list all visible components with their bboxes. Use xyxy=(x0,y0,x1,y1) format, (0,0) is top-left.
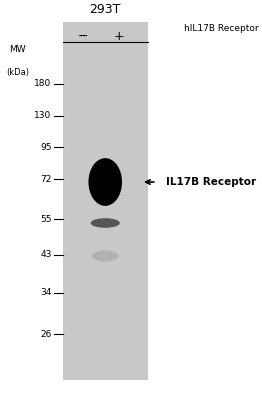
Text: 95: 95 xyxy=(40,143,52,152)
Ellipse shape xyxy=(91,218,120,228)
Text: MW: MW xyxy=(10,45,26,54)
Text: +: + xyxy=(113,30,124,42)
FancyBboxPatch shape xyxy=(63,22,148,380)
Ellipse shape xyxy=(89,158,122,206)
Text: 55: 55 xyxy=(40,214,52,224)
Ellipse shape xyxy=(92,250,119,262)
Text: IL17B Receptor: IL17B Receptor xyxy=(166,177,256,187)
Text: 26: 26 xyxy=(40,330,52,339)
Text: 43: 43 xyxy=(40,250,52,259)
Text: 34: 34 xyxy=(40,288,52,297)
Text: (kDa): (kDa) xyxy=(6,68,29,77)
Text: 72: 72 xyxy=(40,175,52,184)
Text: −: − xyxy=(78,30,88,42)
Text: 180: 180 xyxy=(34,79,52,88)
Text: hIL17B Receptor: hIL17B Receptor xyxy=(184,24,258,32)
Text: 293T: 293T xyxy=(90,3,121,16)
Text: 130: 130 xyxy=(34,111,52,120)
